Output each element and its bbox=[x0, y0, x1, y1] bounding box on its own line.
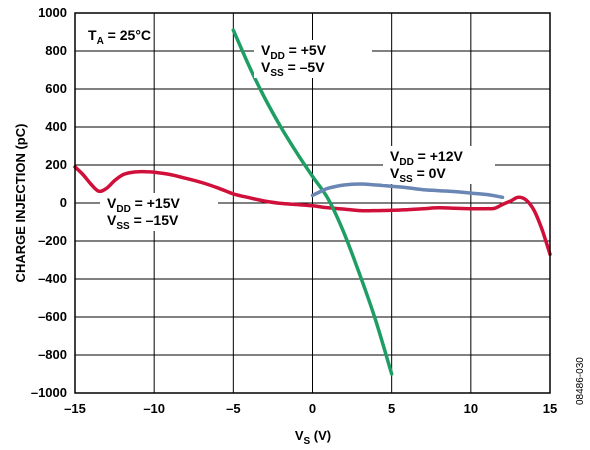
x-tick-label: –15 bbox=[64, 401, 86, 416]
y-tick-label: 1000 bbox=[38, 5, 67, 20]
curve-vdd12-vss0 bbox=[310, 182, 505, 200]
curve-vdd5-vss-5 bbox=[231, 28, 394, 376]
annotation-vdd-line: VDD = +15V bbox=[107, 195, 181, 215]
y-tick-label: 800 bbox=[45, 43, 67, 58]
x-axis-label: VS (V) bbox=[295, 428, 331, 447]
series-layer bbox=[73, 28, 552, 376]
y-tick-label: 0 bbox=[60, 195, 67, 210]
plot-frame bbox=[74, 12, 551, 394]
curve-vdd15-vss-15 bbox=[73, 165, 552, 257]
temperature-label: TA = 25°C bbox=[88, 27, 151, 47]
figure-id: 08486-030 bbox=[575, 357, 586, 405]
x-tick-label: 0 bbox=[309, 401, 316, 416]
annotation-vdd-line: VDD = +12V bbox=[390, 148, 464, 168]
y-tick-label: –200 bbox=[38, 233, 67, 248]
x-tick-label: 15 bbox=[543, 401, 557, 416]
y-tick-label: 600 bbox=[45, 81, 67, 96]
y-tick-label: 400 bbox=[45, 119, 67, 134]
y-tick-label: –1000 bbox=[31, 385, 67, 400]
annotation-vdd-line: VDD = +5V bbox=[261, 42, 327, 62]
x-axis-label-main: V bbox=[295, 428, 304, 443]
y-tick-label: –400 bbox=[38, 271, 67, 286]
y-tick-label: –600 bbox=[38, 309, 67, 324]
x-tick-label: 10 bbox=[464, 401, 478, 416]
x-tick-label: –10 bbox=[143, 401, 165, 416]
annotation-background bbox=[254, 40, 372, 78]
annotation-background bbox=[100, 193, 218, 231]
y-tick-label: –800 bbox=[38, 347, 67, 362]
tick-labels: –15 –10 –5 0 5 10 15 1000 800 600 400 200 0 –200 –400 –… bbox=[31, 5, 557, 416]
annotation-vss-line: VSS = 0V bbox=[390, 165, 446, 185]
x-tick-label: –5 bbox=[226, 401, 240, 416]
y-axis-label: CHARGE INJECTION (pC) bbox=[13, 124, 28, 283]
y-tick-label: 200 bbox=[45, 157, 67, 172]
annotation-vss-line: VSS = –15V bbox=[107, 212, 179, 232]
x-axis-label-unit: (V) bbox=[310, 428, 331, 443]
annotation-vss-line: VSS = –5V bbox=[261, 59, 325, 79]
annotation-background bbox=[383, 146, 495, 184]
x-axis-label-sub: S bbox=[304, 436, 311, 447]
x-tick-label: 5 bbox=[388, 401, 395, 416]
